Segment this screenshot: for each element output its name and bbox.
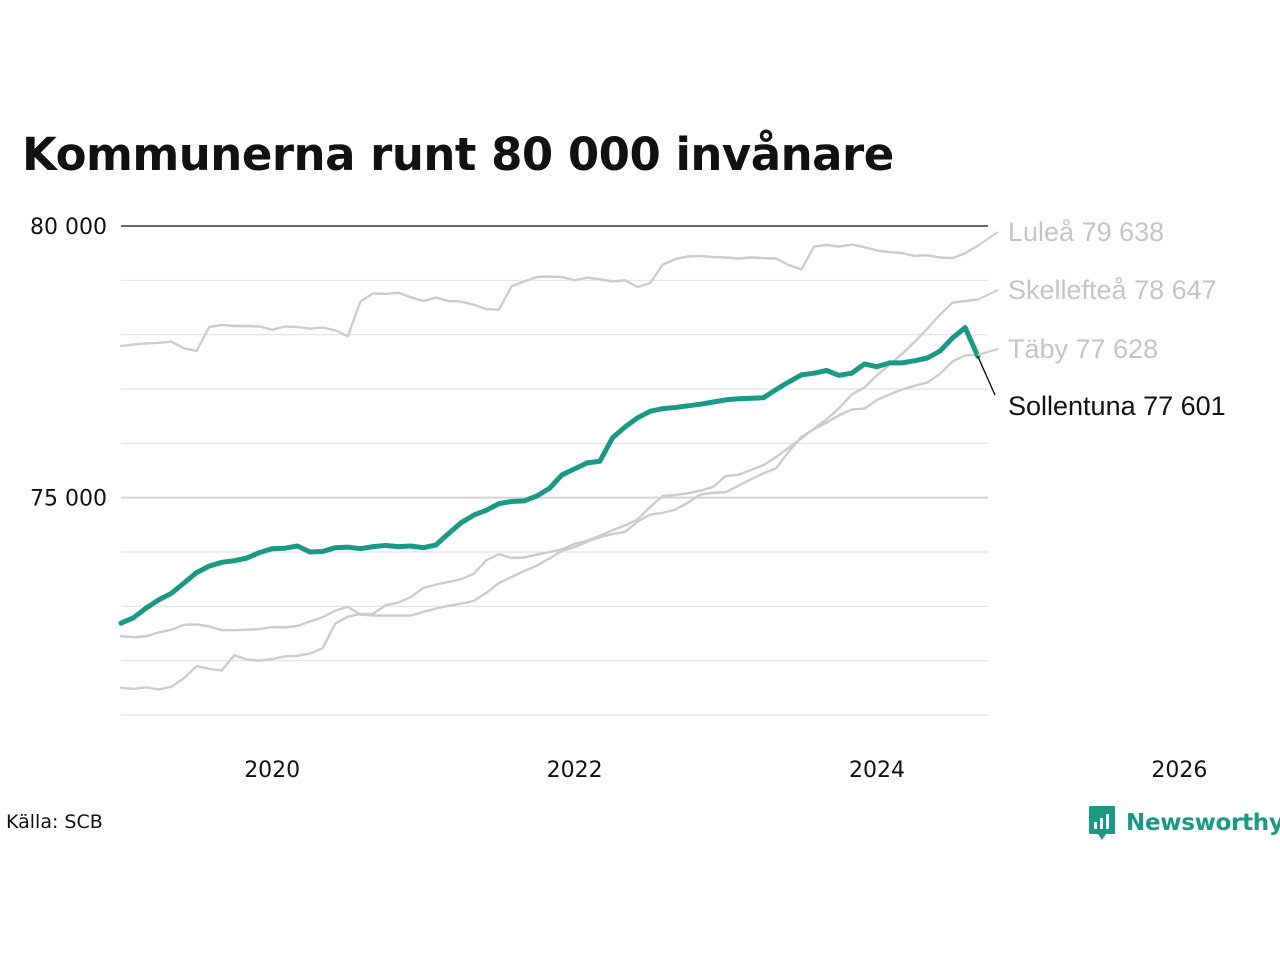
chart-title: Kommunerna runt 80 000 invånare: [22, 128, 894, 181]
series-label: Täby 77 628: [1008, 334, 1158, 364]
brand-logo[interactable]: Newsworthy: [1088, 803, 1280, 843]
series-label: Luleå 79 638: [1008, 217, 1164, 247]
series-lines: [118, 243, 981, 691]
series-line-sollentuna: [118, 325, 981, 626]
label-leader-line: [977, 231, 999, 247]
label-leader-line: [977, 348, 999, 356]
series-line-lule: [119, 243, 979, 353]
label-leader-line: [977, 356, 996, 396]
y-axis-ticks: 80 000 75 000: [30, 215, 107, 512]
series-labels: Luleå 79 638 Skellefteå 78 647 Täby 77 628…: [977, 217, 1226, 421]
series-label: Sollentuna 77 601: [1008, 391, 1226, 421]
x-tick-label: 2026: [1151, 758, 1207, 783]
source-note: Källa: SCB: [6, 811, 103, 833]
series-line-skellefte: [119, 298, 979, 691]
y-tick-label: 75 000: [30, 487, 107, 512]
brand-name: Newsworthy: [1126, 810, 1280, 836]
x-tick-label: 2020: [244, 758, 300, 783]
series-line-tby: [119, 353, 979, 639]
label-leader-line: [977, 289, 999, 301]
series-label: Skellefteå 78 647: [1008, 275, 1217, 305]
gridlines: [121, 225, 988, 716]
newsworthy-logo-icon: [1089, 806, 1115, 840]
y-tick-label: 80 000: [30, 215, 107, 240]
x-tick-label: 2024: [849, 758, 905, 783]
x-axis-ticks: 2020 2022 2024 2026: [244, 758, 1207, 783]
x-tick-label: 2022: [547, 758, 603, 783]
